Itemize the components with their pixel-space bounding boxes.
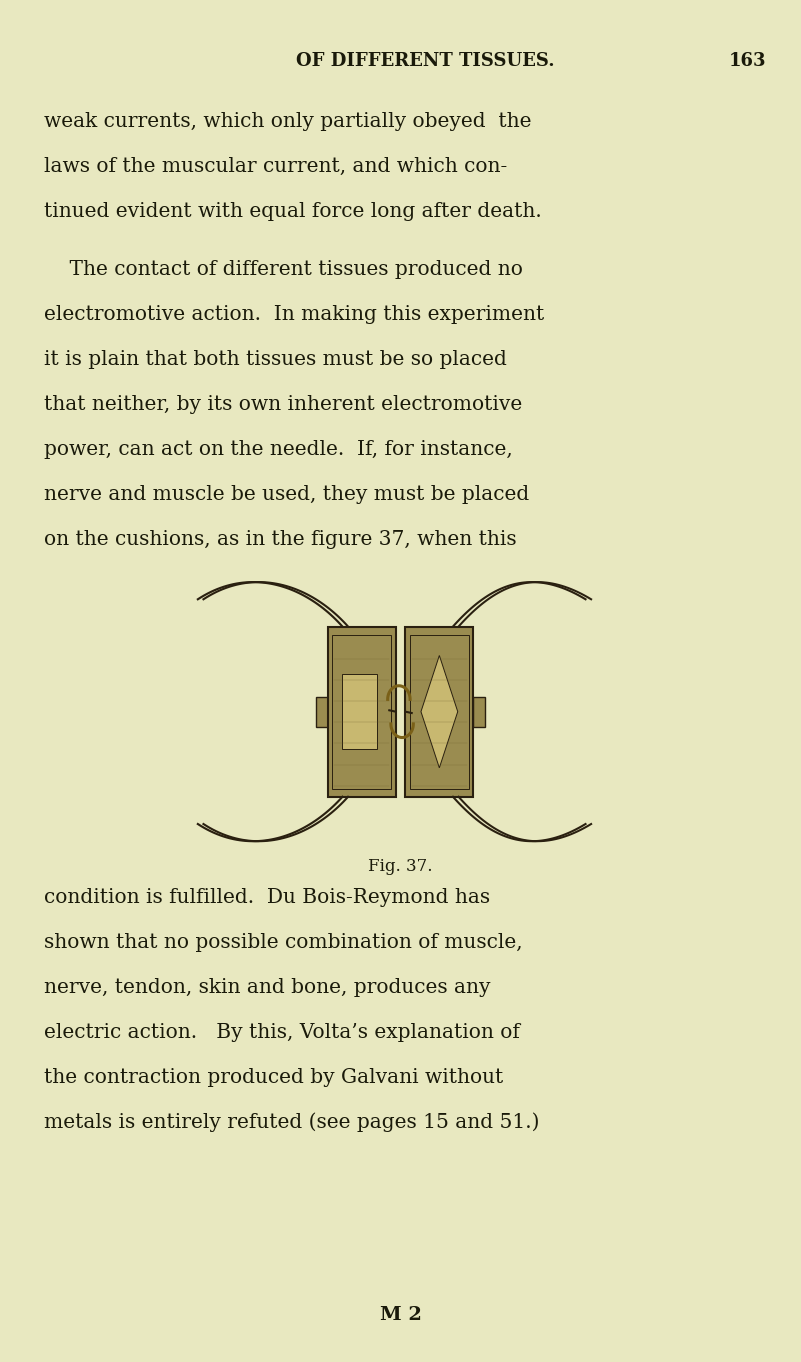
Bar bbox=[316, 696, 328, 727]
Text: shown that no possible combination of muscle,: shown that no possible combination of mu… bbox=[44, 933, 523, 952]
Text: electromotive action.  In making this experiment: electromotive action. In making this exp… bbox=[44, 305, 545, 324]
Text: nerve, tendon, skin and bone, produces any: nerve, tendon, skin and bone, produces a… bbox=[44, 978, 490, 997]
Text: the contraction produced by Galvani without: the contraction produced by Galvani with… bbox=[44, 1068, 503, 1087]
Text: on the cushions, as in the figure 37, when this: on the cushions, as in the figure 37, wh… bbox=[44, 530, 517, 549]
Polygon shape bbox=[421, 655, 457, 768]
Text: OF DIFFERENT TISSUES.: OF DIFFERENT TISSUES. bbox=[296, 52, 555, 69]
Text: metals is entirely refuted (see pages 15 and 51.): metals is entirely refuted (see pages 15… bbox=[44, 1113, 540, 1132]
Text: 163: 163 bbox=[729, 52, 767, 69]
Bar bbox=[328, 627, 396, 797]
Text: condition is fulfilled.  Du Bois-Reymond has: condition is fulfilled. Du Bois-Reymond … bbox=[44, 888, 490, 907]
Text: tinued evident with equal force long after death.: tinued evident with equal force long aft… bbox=[44, 202, 541, 221]
Text: Fig. 37.: Fig. 37. bbox=[368, 858, 433, 874]
Text: it is plain that both tissues must be so placed: it is plain that both tissues must be so… bbox=[44, 350, 507, 369]
Bar bbox=[405, 627, 473, 797]
Text: electric action.   By this, Volta’s explanation of: electric action. By this, Volta’s explan… bbox=[44, 1023, 520, 1042]
Text: nerve and muscle be used, they must be placed: nerve and muscle be used, they must be p… bbox=[44, 485, 529, 504]
Text: power, can act on the needle.  If, for instance,: power, can act on the needle. If, for in… bbox=[44, 440, 513, 459]
Bar bbox=[342, 674, 377, 749]
Text: that neither, by its own inherent electromotive: that neither, by its own inherent electr… bbox=[44, 395, 522, 414]
Text: laws of the muscular current, and which con-: laws of the muscular current, and which … bbox=[44, 157, 507, 176]
Text: M 2: M 2 bbox=[380, 1306, 421, 1324]
Text: weak currents, which only partially obeyed  the: weak currents, which only partially obey… bbox=[44, 112, 532, 131]
Text: The contact of different tissues produced no: The contact of different tissues produce… bbox=[44, 260, 523, 279]
Bar bbox=[332, 635, 391, 789]
Bar bbox=[410, 635, 469, 789]
Bar bbox=[473, 696, 485, 727]
